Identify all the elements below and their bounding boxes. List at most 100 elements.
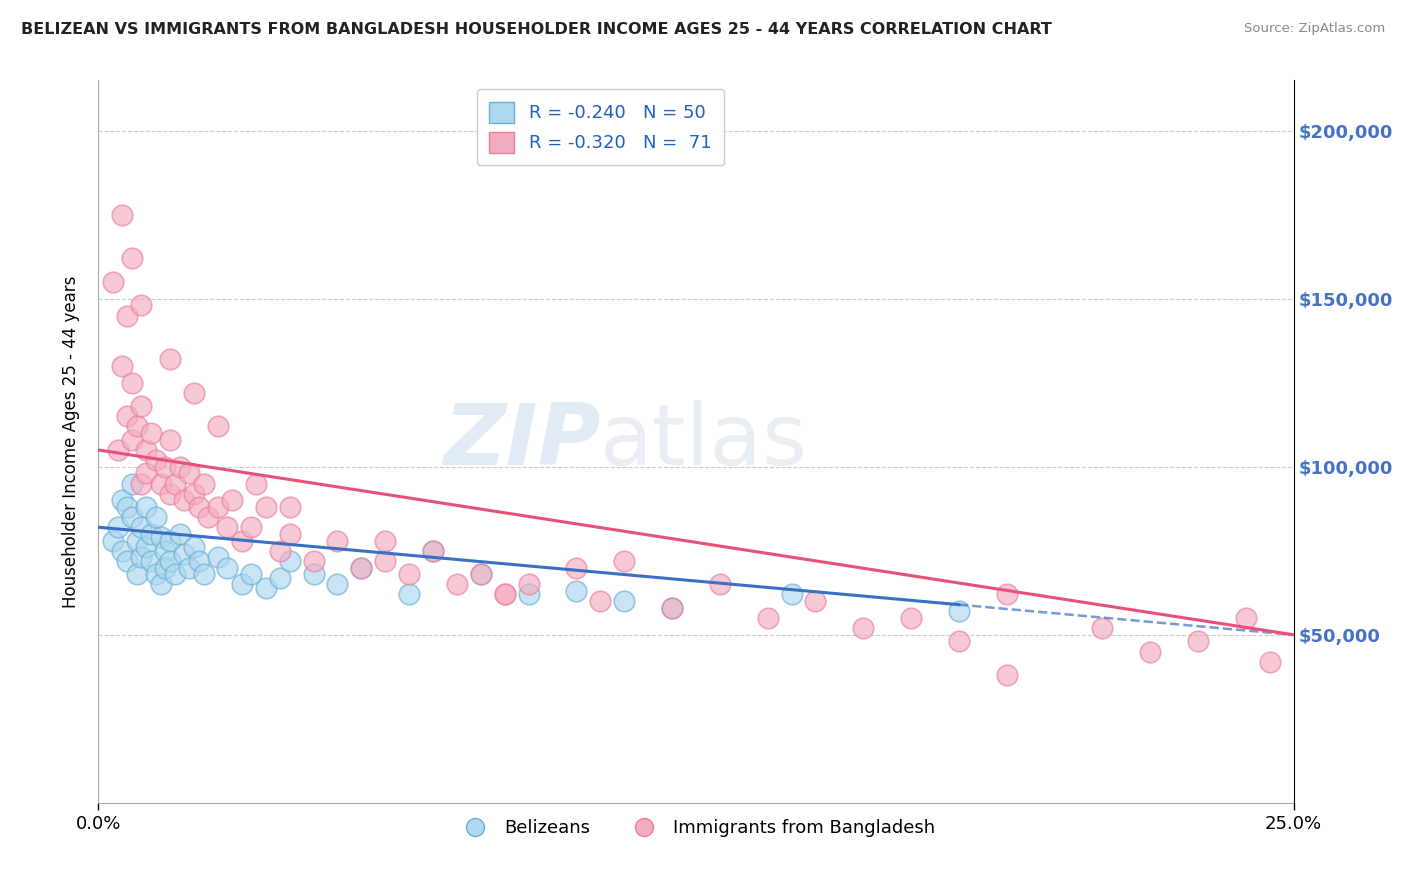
- Point: [613, 594, 636, 608]
- Point: [187, 500, 209, 514]
- Point: [661, 600, 683, 615]
- Point: [278, 500, 301, 514]
- Point: [131, 298, 153, 312]
- Point: [661, 600, 683, 615]
- Point: [217, 520, 239, 534]
- Point: [217, 560, 239, 574]
- Point: [107, 520, 129, 534]
- Point: [149, 530, 172, 544]
- Point: [240, 567, 263, 582]
- Point: [107, 442, 129, 457]
- Point: [254, 581, 277, 595]
- Point: [125, 567, 148, 582]
- Point: [135, 467, 157, 481]
- Point: [159, 352, 181, 367]
- Point: [231, 533, 253, 548]
- Point: [780, 587, 803, 601]
- Point: [149, 577, 172, 591]
- Point: [1234, 611, 1257, 625]
- Point: [111, 543, 134, 558]
- Point: [517, 587, 540, 601]
- Point: [193, 567, 215, 582]
- Text: Source: ZipAtlas.com: Source: ZipAtlas.com: [1244, 22, 1385, 36]
- Point: [187, 554, 209, 568]
- Point: [115, 409, 138, 424]
- Point: [169, 459, 191, 474]
- Point: [240, 520, 263, 534]
- Point: [269, 543, 291, 558]
- Point: [995, 668, 1018, 682]
- Point: [494, 587, 516, 601]
- Point: [470, 567, 492, 582]
- Point: [470, 567, 492, 582]
- Point: [135, 500, 157, 514]
- Point: [948, 604, 970, 618]
- Point: [709, 577, 731, 591]
- Point: [804, 594, 827, 608]
- Point: [1258, 655, 1281, 669]
- Point: [221, 493, 243, 508]
- Point: [139, 527, 162, 541]
- Point: [163, 476, 186, 491]
- Point: [111, 359, 134, 373]
- Text: BELIZEAN VS IMMIGRANTS FROM BANGLADESH HOUSEHOLDER INCOME AGES 25 - 44 YEARS COR: BELIZEAN VS IMMIGRANTS FROM BANGLADESH H…: [21, 22, 1052, 37]
- Point: [135, 541, 157, 555]
- Point: [326, 577, 349, 591]
- Point: [183, 486, 205, 500]
- Point: [1187, 634, 1209, 648]
- Point: [115, 554, 138, 568]
- Point: [613, 554, 636, 568]
- Point: [155, 459, 177, 474]
- Point: [121, 433, 143, 447]
- Point: [422, 543, 444, 558]
- Point: [173, 547, 195, 561]
- Point: [422, 543, 444, 558]
- Point: [900, 611, 922, 625]
- Point: [374, 554, 396, 568]
- Point: [278, 527, 301, 541]
- Point: [159, 554, 181, 568]
- Point: [131, 399, 153, 413]
- Point: [183, 541, 205, 555]
- Point: [565, 560, 588, 574]
- Point: [139, 426, 162, 441]
- Point: [852, 621, 875, 635]
- Point: [101, 275, 124, 289]
- Y-axis label: Householder Income Ages 25 - 44 years: Householder Income Ages 25 - 44 years: [62, 276, 80, 607]
- Point: [517, 577, 540, 591]
- Point: [159, 486, 181, 500]
- Point: [121, 252, 143, 266]
- Point: [207, 419, 229, 434]
- Point: [135, 442, 157, 457]
- Point: [1091, 621, 1114, 635]
- Point: [326, 533, 349, 548]
- Point: [159, 533, 181, 548]
- Point: [145, 453, 167, 467]
- Point: [398, 587, 420, 601]
- Point: [374, 533, 396, 548]
- Point: [163, 567, 186, 582]
- Point: [121, 510, 143, 524]
- Point: [131, 550, 153, 565]
- Point: [159, 433, 181, 447]
- Point: [179, 560, 201, 574]
- Point: [589, 594, 612, 608]
- Point: [145, 510, 167, 524]
- Point: [278, 554, 301, 568]
- Point: [995, 587, 1018, 601]
- Point: [494, 587, 516, 601]
- Point: [245, 476, 267, 491]
- Point: [254, 500, 277, 514]
- Point: [115, 500, 138, 514]
- Point: [155, 543, 177, 558]
- Point: [125, 533, 148, 548]
- Point: [173, 493, 195, 508]
- Point: [131, 520, 153, 534]
- Point: [149, 476, 172, 491]
- Point: [183, 385, 205, 400]
- Text: atlas: atlas: [600, 400, 808, 483]
- Point: [169, 527, 191, 541]
- Point: [231, 577, 253, 591]
- Text: ZIP: ZIP: [443, 400, 600, 483]
- Point: [302, 567, 325, 582]
